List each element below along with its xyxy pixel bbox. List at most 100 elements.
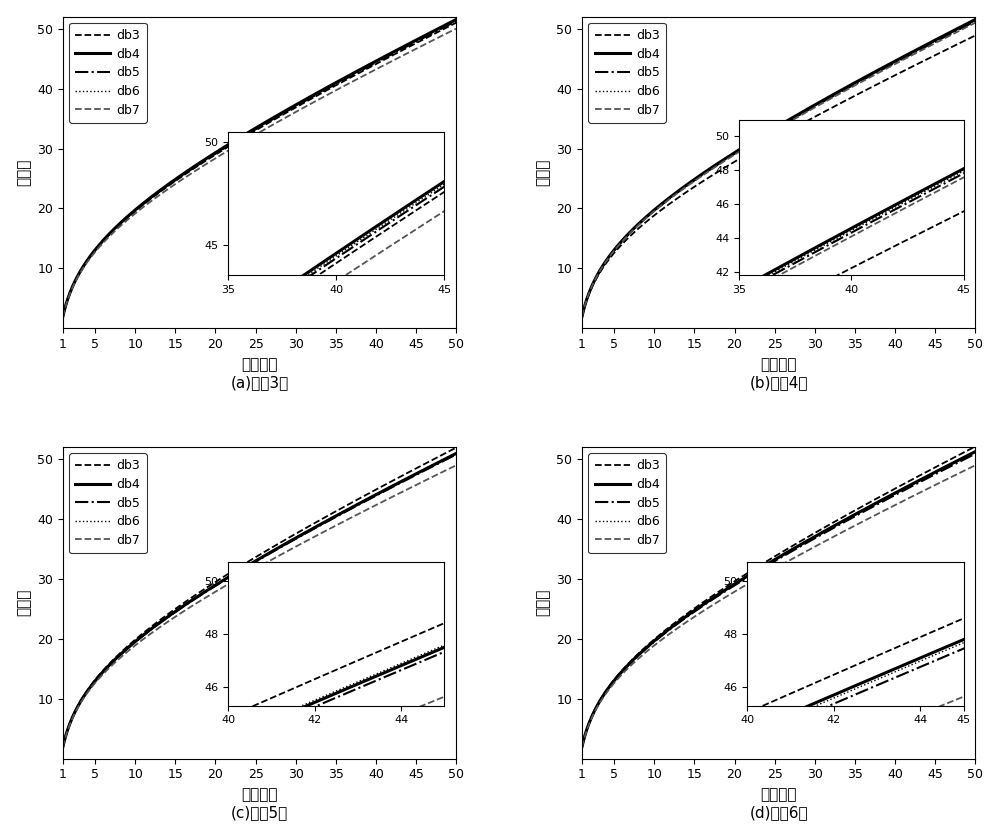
db6 (244, 128, 256, 138)
db6 (810, 531, 822, 541)
db4 (765, 557, 777, 567)
Text: (b)分解4层: (b)分解4层 (749, 375, 808, 390)
db3 (789, 540, 801, 550)
db6 (246, 126, 258, 136)
db6 (960, 452, 972, 462)
Line: db4: db4 (582, 451, 975, 746)
db4 (789, 543, 801, 553)
db3 (441, 23, 453, 33)
db4 (969, 14, 981, 24)
db6 (244, 559, 256, 569)
db7 (576, 742, 588, 752)
db6 (763, 128, 775, 138)
X-axis label: 原信噪比: 原信噪比 (241, 357, 278, 372)
db4 (379, 51, 391, 61)
db3 (270, 113, 282, 123)
Line: db5: db5 (63, 21, 456, 316)
db5 (898, 485, 910, 495)
db3 (763, 555, 775, 565)
db4 (450, 14, 462, 24)
db3 (810, 527, 822, 537)
db5 (969, 449, 981, 459)
db4 (244, 560, 256, 570)
db7 (789, 113, 801, 123)
Line: db4: db4 (63, 454, 456, 746)
db7 (270, 552, 282, 562)
db7 (379, 59, 391, 69)
db4 (765, 125, 777, 135)
db3 (960, 446, 972, 456)
db5 (960, 21, 972, 31)
db3 (246, 555, 258, 565)
db5 (441, 21, 453, 31)
db6 (57, 311, 69, 321)
db3 (379, 54, 391, 64)
X-axis label: 原信噪比: 原信噪比 (760, 786, 797, 801)
db5 (244, 560, 256, 570)
db7 (57, 312, 69, 322)
db5 (291, 533, 303, 543)
db6 (960, 20, 972, 30)
db5 (379, 485, 391, 495)
Legend: db3, db4, db5, db6, db7: db3, db4, db5, db6, db7 (588, 23, 666, 123)
Line: db6: db6 (63, 453, 456, 746)
db5 (270, 113, 282, 123)
Line: db4: db4 (582, 19, 975, 316)
Y-axis label: 信噪比: 信噪比 (536, 589, 551, 616)
db5 (379, 53, 391, 63)
db7 (379, 495, 391, 505)
db5 (765, 127, 777, 137)
Line: db3: db3 (63, 23, 456, 316)
db6 (57, 741, 69, 751)
db3 (450, 443, 462, 453)
db7 (450, 460, 462, 470)
db4 (960, 451, 972, 461)
db7 (57, 742, 69, 752)
db3 (291, 528, 303, 538)
db5 (789, 545, 801, 555)
db6 (969, 15, 981, 25)
db5 (960, 454, 972, 464)
db6 (291, 100, 303, 110)
db5 (969, 16, 981, 26)
db3 (576, 312, 588, 322)
db7 (898, 54, 910, 64)
db4 (960, 19, 972, 29)
db3 (576, 741, 588, 751)
Line: db3: db3 (582, 36, 975, 317)
db7 (960, 465, 972, 475)
db7 (291, 106, 303, 116)
db5 (765, 558, 777, 568)
db4 (291, 532, 303, 542)
Text: (a)分解3层: (a)分解3层 (230, 375, 289, 390)
db4 (246, 125, 258, 135)
Line: db6: db6 (582, 452, 975, 746)
Line: db5: db5 (582, 21, 975, 316)
db4 (898, 51, 910, 61)
Legend: db3, db4, db5, db6, db7: db3, db4, db5, db6, db7 (69, 453, 147, 553)
db5 (441, 455, 453, 465)
db6 (576, 311, 588, 321)
db7 (244, 567, 256, 577)
db6 (441, 20, 453, 30)
db3 (57, 311, 69, 321)
db3 (789, 123, 801, 133)
db6 (789, 544, 801, 554)
db4 (789, 112, 801, 122)
db3 (57, 741, 69, 751)
db3 (270, 540, 282, 550)
db6 (450, 15, 462, 25)
db3 (810, 111, 822, 121)
Line: db4: db4 (63, 19, 456, 316)
db6 (450, 448, 462, 458)
Line: db6: db6 (582, 20, 975, 316)
db7 (969, 460, 981, 470)
Line: db3: db3 (582, 446, 975, 746)
Line: db7: db7 (63, 28, 456, 317)
db4 (763, 127, 775, 137)
db6 (270, 544, 282, 554)
Y-axis label: 信噪比: 信噪比 (17, 158, 32, 186)
db3 (960, 35, 972, 45)
Legend: db3, db4, db5, db6, db7: db3, db4, db5, db6, db7 (588, 453, 666, 553)
db7 (765, 128, 777, 138)
